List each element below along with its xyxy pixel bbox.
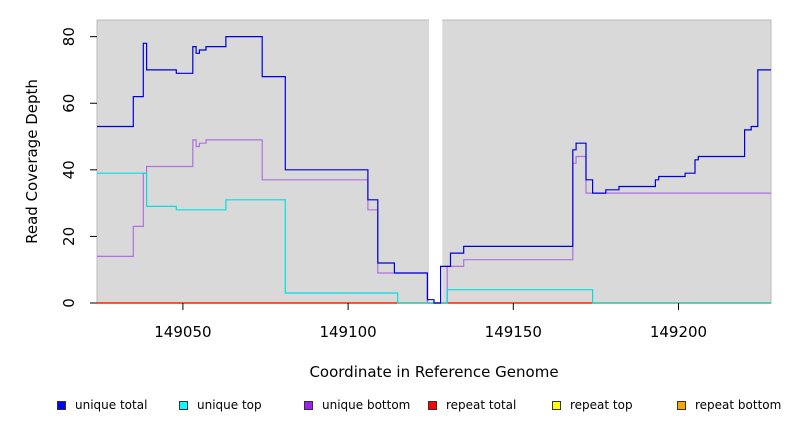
x-tick-label: 149150 xyxy=(485,323,542,341)
series-line-unique-top xyxy=(97,172,771,304)
legend-swatch xyxy=(677,400,686,410)
legend-label: unique top xyxy=(197,398,262,412)
legend-item-unique-top: unique top xyxy=(179,398,262,412)
x-tick-label: 149100 xyxy=(319,323,376,341)
x-axis-title: Coordinate in Reference Genome xyxy=(309,363,558,381)
y-tick-label: 80 xyxy=(60,27,78,46)
legend-label: repeat total xyxy=(446,398,517,412)
legend-swatch xyxy=(552,400,561,410)
series-line-unique-total xyxy=(97,36,771,304)
legend-label: repeat top xyxy=(570,398,633,412)
y-tick-label: 60 xyxy=(60,94,78,113)
x-tick-label: 149050 xyxy=(154,323,211,341)
legend-swatch xyxy=(428,400,437,410)
gap-layer xyxy=(429,19,443,303)
coverage-gap xyxy=(429,19,443,303)
legend-swatch xyxy=(304,400,313,410)
legend-item-repeat-bottom: repeat bottom xyxy=(677,398,781,412)
legend-swatch xyxy=(57,400,66,410)
series-layer xyxy=(97,36,771,304)
axis-layer: 149050 149100 149150 149200 0 20 40 60 80 xyxy=(60,27,707,341)
y-tick-label: 0 xyxy=(60,298,78,308)
legend-swatch xyxy=(179,400,188,410)
legend-item-repeat-top: repeat top xyxy=(552,398,633,412)
legend-label: repeat bottom xyxy=(695,398,782,412)
legend-label: unique bottom xyxy=(322,398,411,412)
y-tick-label: 40 xyxy=(60,160,78,179)
legend: unique total unique top unique bottom repea… xyxy=(0,398,792,420)
y-axis-title: Read Coverage Depth xyxy=(23,79,41,244)
legend-item-unique-total: unique total xyxy=(57,398,147,412)
legend-item-unique-bottom: unique bottom xyxy=(304,398,410,412)
x-tick-label: 149200 xyxy=(650,323,707,341)
legend-item-repeat-total: repeat total xyxy=(428,398,516,412)
legend-label: unique total xyxy=(75,398,148,412)
y-tick-label: 20 xyxy=(60,227,78,246)
